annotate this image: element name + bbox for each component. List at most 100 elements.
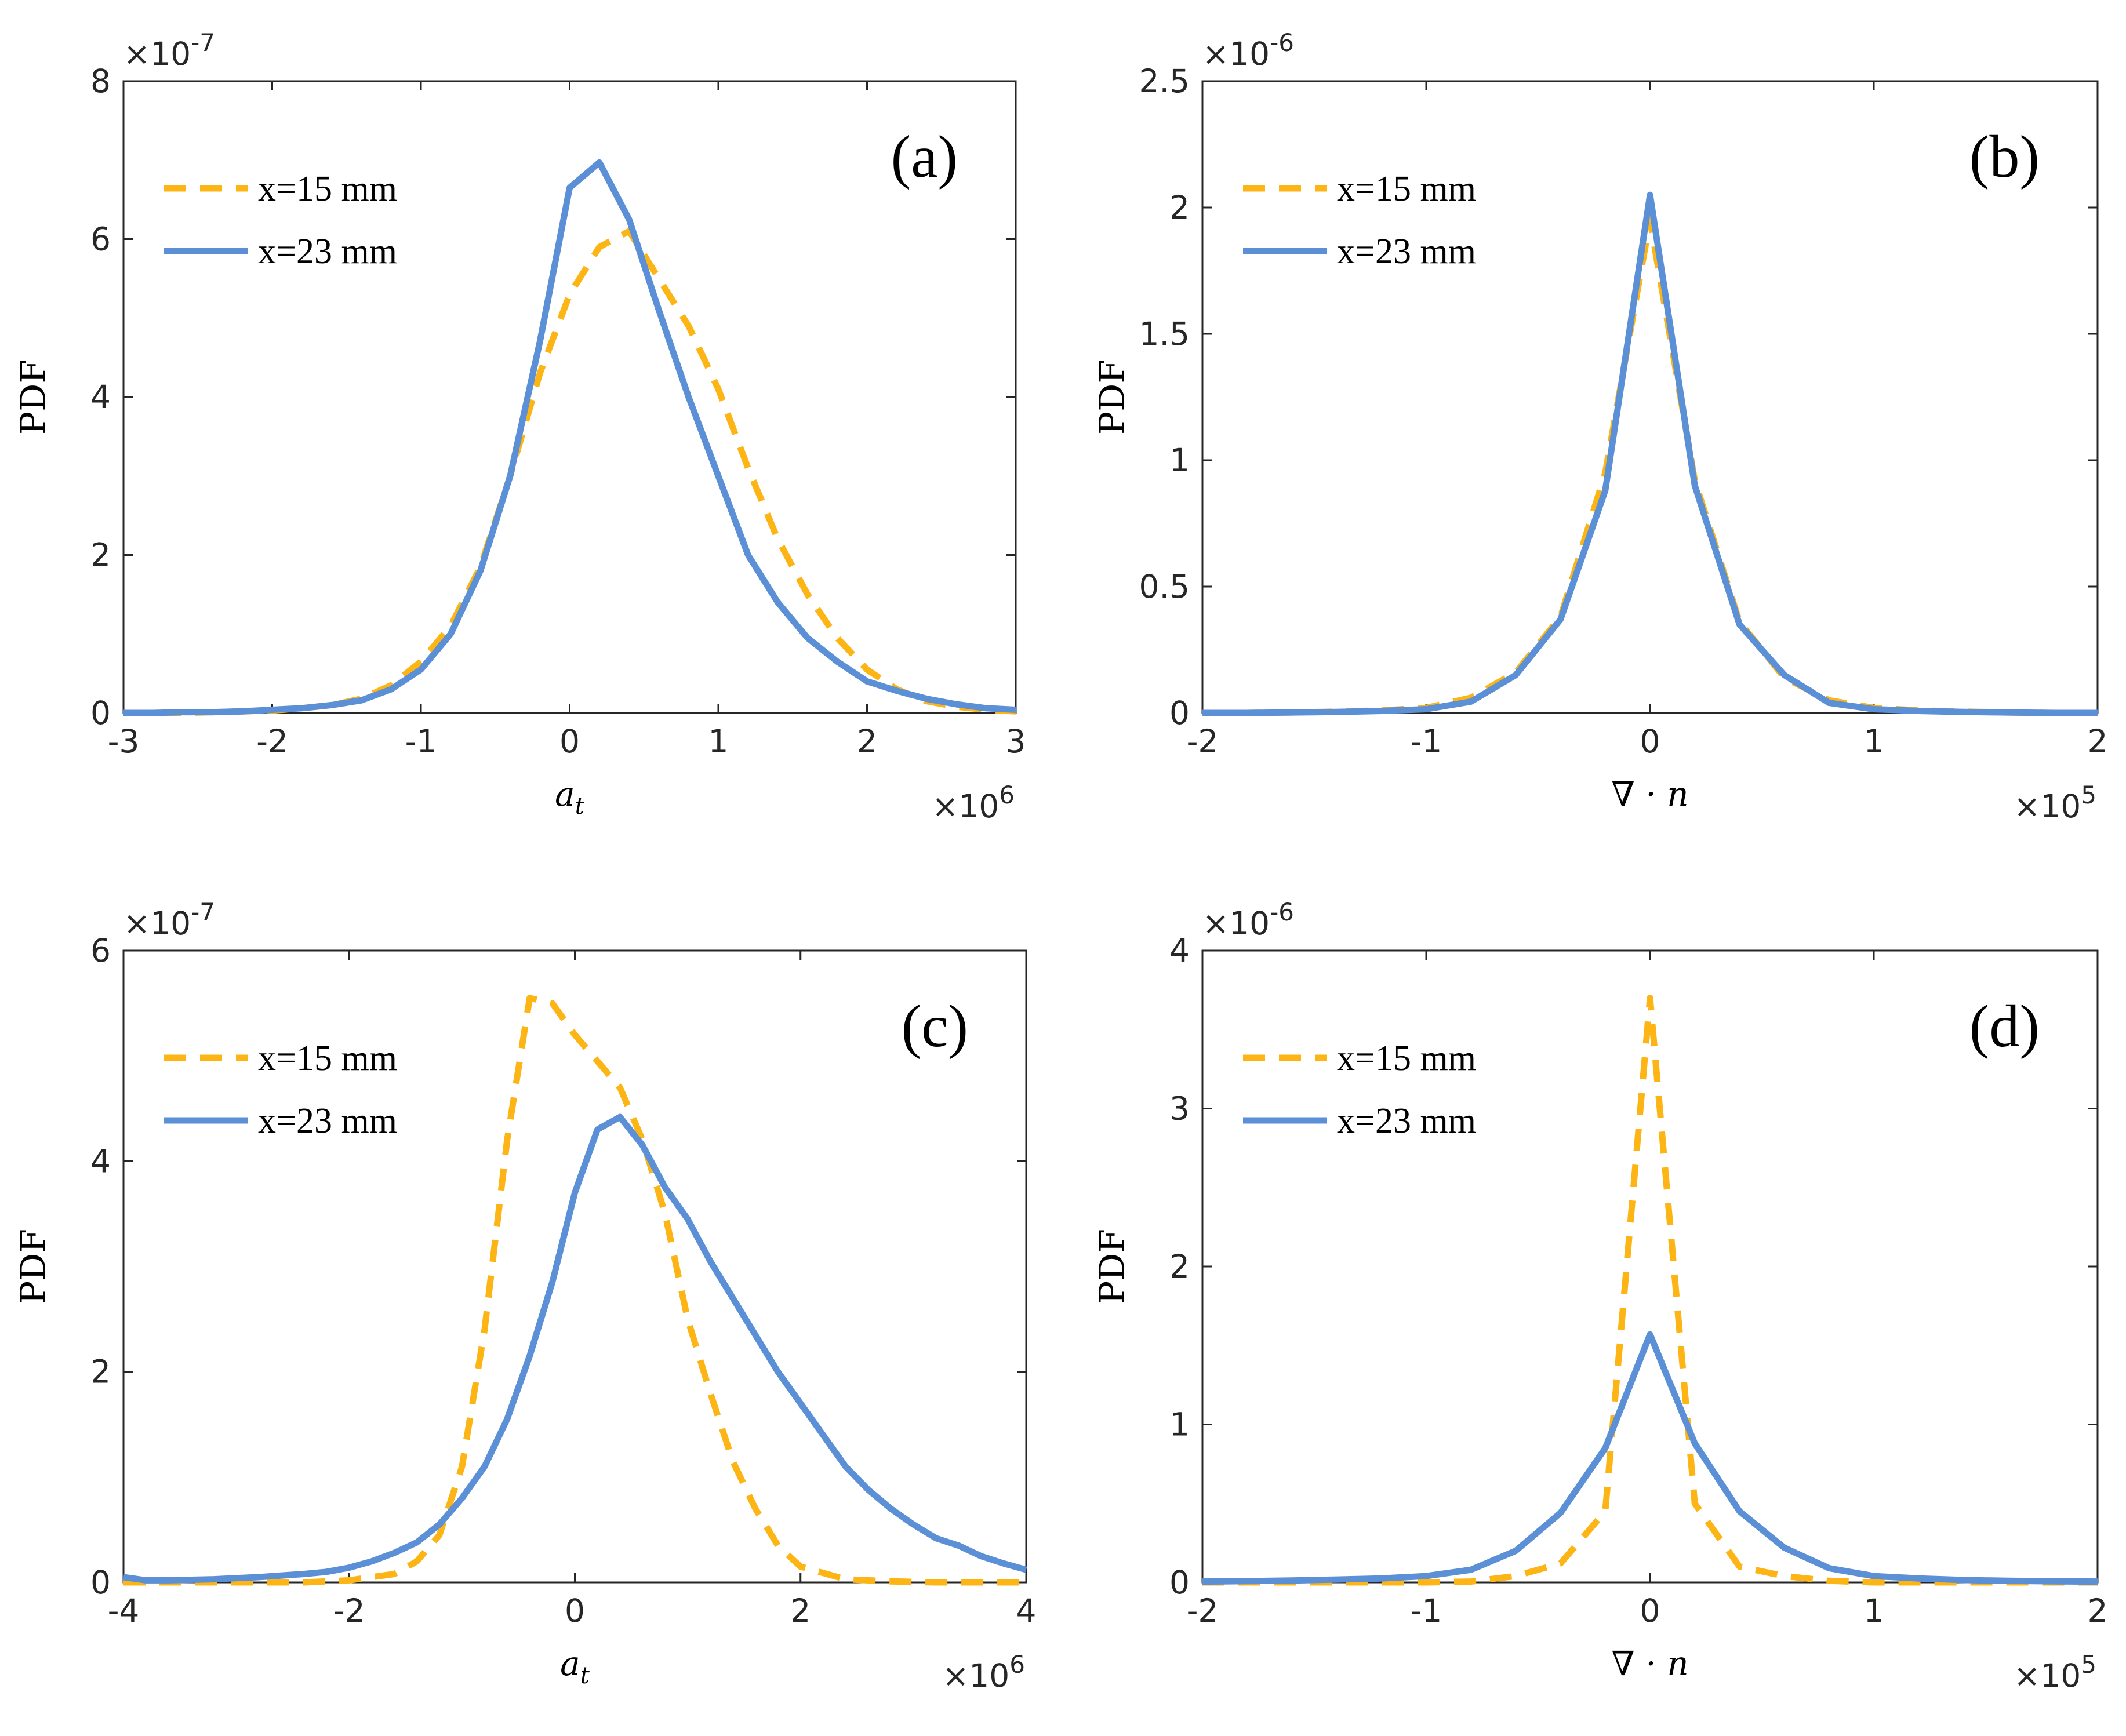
x-exponent-power: 6	[999, 781, 1015, 809]
x-exponent-base: ×10	[932, 788, 999, 825]
x-tick-label: 2	[2088, 1592, 2108, 1629]
y-exponent-label: ×10-7	[123, 898, 215, 942]
x-tick-label: -2	[333, 1592, 365, 1629]
y-tick-label: 2	[90, 537, 111, 574]
y-tick-label: 3	[1169, 1090, 1190, 1127]
x-exponent-base: ×10	[942, 1657, 1009, 1694]
y-tick-label: 1	[1169, 442, 1190, 479]
series-line-x15mm	[123, 995, 1026, 1586]
x-exponent-label: ×106	[942, 1650, 1025, 1694]
legend-label: x=23 mm	[1337, 232, 1476, 271]
x-tick-label: 2	[857, 723, 877, 760]
panel-label: (b)	[1969, 123, 2040, 190]
x-tick-label: -2	[1187, 1592, 1219, 1629]
legend: x=15 mm x=23 mm	[1243, 169, 1476, 271]
y-exponent-power: -6	[1270, 898, 1294, 926]
x-exponent-base: ×10	[2014, 788, 2081, 825]
x-exponent-base: ×10	[2014, 1657, 2081, 1694]
x-tick-label: 0	[565, 1592, 585, 1629]
y-exponent-base: ×10	[1202, 35, 1270, 72]
x-axis-label: at	[560, 1644, 590, 1689]
x-tick-label: 3	[1006, 723, 1026, 760]
series-line-x15mm	[1202, 995, 2098, 1586]
y-exponent-base: ×10	[1202, 905, 1270, 942]
y-tick-label: 0.5	[1139, 568, 1190, 605]
legend: x=15 mm x=23 mm	[164, 1039, 397, 1141]
x-tick-label: -1	[1411, 723, 1442, 760]
y-tick-label: 8	[90, 63, 111, 100]
x-tick-label: -3	[108, 723, 140, 760]
y-tick-label: 2.5	[1139, 63, 1190, 100]
x-tick-label: -1	[1411, 1592, 1442, 1629]
y-exponent-power: -7	[191, 28, 215, 57]
y-exponent-label: ×10-6	[1202, 28, 1294, 72]
y-tick-label: 0	[90, 694, 111, 731]
x-axis-label: at	[555, 774, 585, 820]
y-exponent-power: -7	[191, 898, 215, 926]
y-tick-label: 2	[1169, 1248, 1190, 1285]
y-tick-label: 4	[90, 1142, 111, 1180]
y-axis-label: PDF	[13, 1229, 54, 1304]
x-tick-label: 1	[708, 723, 729, 760]
legend-label: x=23 mm	[258, 1101, 397, 1141]
x-tick-label: 0	[559, 723, 580, 760]
y-tick-label: 6	[90, 932, 111, 969]
legend-label: x=23 mm	[258, 232, 397, 271]
panel-label: (d)	[1969, 993, 2040, 1060]
series-line-x23mm	[1202, 1331, 2098, 1585]
series-line-x23mm	[123, 159, 1016, 716]
y-axis-label: PDF	[1092, 1229, 1133, 1304]
y-exponent-base: ×10	[123, 35, 191, 72]
x-tick-label: 2	[2088, 723, 2108, 760]
x-tick-label: -4	[108, 1592, 140, 1629]
x-tick-label: 2	[790, 1592, 811, 1629]
series-line-x23mm	[123, 1113, 1027, 1584]
x-tick-label: -1	[405, 723, 437, 760]
y-tick-label: 4	[1169, 932, 1190, 969]
legend: x=15 mm x=23 mm	[164, 169, 397, 271]
y-tick-label: 2	[1169, 189, 1190, 226]
series-line-x23mm	[1202, 191, 2098, 716]
x-axis-label-subscript: t	[575, 793, 585, 820]
legend-label: x=15 mm	[1337, 169, 1476, 209]
y-tick-label: 0	[1169, 694, 1190, 731]
x-axis-label-main: ∇ · n	[1611, 1644, 1688, 1683]
y-exponent-label: ×10-6	[1202, 898, 1294, 942]
y-tick-label: 1.5	[1139, 315, 1190, 352]
y-tick-label: 2	[90, 1353, 111, 1391]
x-tick-label: -2	[1187, 723, 1219, 760]
x-exponent-label: ×105	[2014, 1650, 2096, 1694]
x-exponent-power: 6	[1009, 1650, 1025, 1679]
legend-label: x=15 mm	[258, 169, 397, 209]
series-line-x15mm	[123, 228, 1016, 716]
x-axis-label: ∇ · n	[1611, 1644, 1688, 1683]
legend: x=15 mm x=23 mm	[1243, 1039, 1476, 1141]
x-tick-label: -2	[256, 723, 288, 760]
series-line-x15mm	[1202, 217, 2098, 716]
y-exponent-label: ×10-7	[123, 28, 215, 72]
x-exponent-label: ×105	[2014, 781, 2096, 825]
y-tick-label: 1	[1169, 1406, 1190, 1443]
y-tick-label: 0	[1169, 1564, 1190, 1601]
legend-label: x=23 mm	[1337, 1101, 1476, 1141]
y-exponent-base: ×10	[123, 905, 191, 942]
x-tick-label: 0	[1640, 1592, 1660, 1629]
x-axis-label-main: a	[555, 774, 575, 814]
y-exponent-power: -6	[1270, 28, 1294, 57]
x-tick-label: 1	[1864, 1592, 1884, 1629]
x-tick-label: 1	[1864, 723, 1884, 760]
x-axis-label-subscript: t	[580, 1662, 590, 1689]
panel-label: (c)	[902, 993, 968, 1060]
x-exponent-power: 5	[2081, 781, 2096, 809]
x-tick-label: 0	[1640, 723, 1660, 760]
y-tick-label: 4	[90, 379, 111, 416]
y-axis-label: PDF	[1092, 359, 1133, 435]
x-axis-label-main: ∇ · n	[1611, 774, 1688, 814]
panel-label: (a)	[891, 123, 958, 190]
x-exponent-label: ×106	[932, 781, 1015, 825]
